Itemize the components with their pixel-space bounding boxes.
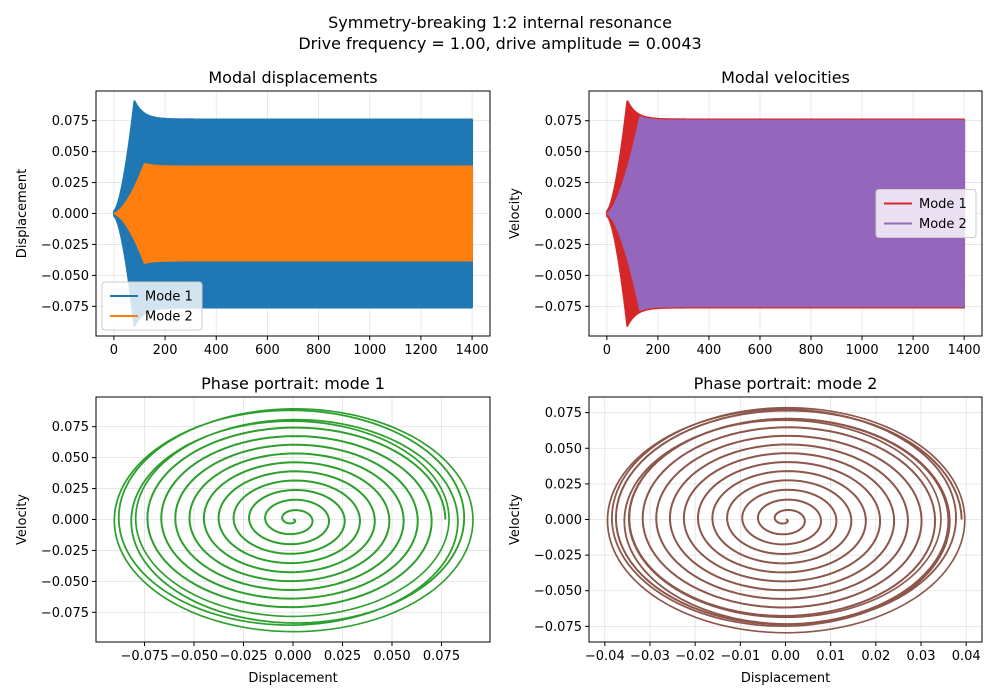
y-tick-label: 0.000 — [52, 207, 89, 222]
x-tick-label: 600 — [255, 343, 280, 358]
x-axis-label: Displacement — [248, 671, 337, 686]
legend-label: Mode 2 — [919, 217, 967, 232]
axes-modal-velocities: 0 200 400 600 800 1000 1200 1400 −0.075 −0.050 −0.… — [508, 68, 983, 358]
x-tick-label: 0.025 — [324, 649, 361, 664]
x-tick-label: −0.025 — [219, 649, 267, 664]
x-tick-label: 1400 — [456, 343, 489, 358]
x-axis-label: Displacement — [741, 671, 830, 686]
x-tick-label: −0.01 — [720, 649, 760, 664]
y-tick-label: 0.075 — [545, 406, 582, 421]
legend-box — [101, 281, 203, 331]
axes-phase-portrait-mode-1: −0.075 −0.050 −0.025 0.000 0.025 0.050 0.075−0… — [15, 374, 491, 686]
x-tick-label: 0 — [603, 343, 611, 358]
x-tick-label: 0.000 — [274, 649, 311, 664]
y-tick-label: −0.075 — [534, 300, 582, 315]
x-tick-label: 0.050 — [373, 649, 410, 664]
y-tick-label: 0.050 — [52, 451, 89, 466]
y-tick-label: 0.050 — [545, 442, 582, 457]
y-axis-label: Displacement — [15, 169, 30, 258]
axes-title: Modal displacements — [208, 68, 377, 87]
y-axis-label: Velocity — [508, 494, 523, 545]
x-tick-label: 600 — [748, 343, 773, 358]
series-line-2 — [113, 163, 474, 264]
y-tick-label: −0.075 — [41, 606, 89, 621]
y-tick-label: −0.025 — [534, 238, 582, 253]
y-tick-label: 0.000 — [545, 513, 582, 528]
x-tick-label: 1200 — [404, 343, 437, 358]
x-tick-label: 0.02 — [861, 649, 890, 664]
x-tick-label: −0.075 — [120, 649, 168, 664]
y-tick-label: −0.075 — [534, 620, 582, 635]
x-tick-label: −0.04 — [585, 649, 625, 664]
phase-spiral — [614, 409, 963, 626]
y-tick-label: −0.025 — [41, 544, 89, 559]
axes-phase-portrait-mode-2: −0.04 −0.03 −0.02 −0.01 0.00 0.01 0.02 0.03 0.04… — [508, 374, 983, 686]
y-tick-label: −0.025 — [534, 549, 582, 564]
y-tick-label: 0.025 — [52, 482, 89, 497]
y-tick-label: −0.050 — [41, 575, 89, 590]
y-tick-label: 0.050 — [545, 145, 582, 160]
series-line-2 — [606, 116, 966, 311]
axes-title: Phase portrait: mode 1 — [201, 374, 385, 393]
y-tick-label: −0.075 — [41, 300, 89, 315]
legend-label: Mode 2 — [145, 310, 193, 325]
legend-label: Mode 1 — [919, 197, 967, 212]
x-tick-label: 1000 — [846, 343, 879, 358]
x-tick-label: 0.01 — [816, 649, 845, 664]
suptitle-line-2: Drive frequency = 1.00, drive amplitude … — [298, 34, 701, 53]
legend: Mode 1 Mode 2 — [875, 189, 977, 238]
y-tick-label: 0.075 — [52, 420, 89, 435]
x-tick-label: −0.02 — [675, 649, 715, 664]
y-tick-label: −0.025 — [41, 238, 89, 253]
y-axis-label: Velocity — [15, 494, 30, 545]
axes-title: Modal velocities — [721, 68, 850, 87]
x-tick-label: 200 — [153, 343, 178, 358]
x-tick-label: 1000 — [353, 343, 386, 358]
x-tick-label: 800 — [306, 343, 331, 358]
y-tick-label: 0.075 — [545, 114, 582, 129]
legend-label: Mode 1 — [145, 290, 193, 305]
x-tick-label: 400 — [204, 343, 229, 358]
y-tick-label: 0.000 — [52, 513, 89, 528]
x-tick-label: 0.04 — [952, 649, 981, 664]
x-tick-label: 800 — [799, 343, 824, 358]
x-tick-label: −0.03 — [630, 649, 670, 664]
x-tick-label: 400 — [697, 343, 722, 358]
x-tick-label: −0.050 — [170, 649, 218, 664]
y-tick-label: 0.025 — [52, 176, 89, 191]
x-tick-label: 1200 — [897, 343, 930, 358]
suptitle-line-1: Symmetry-breaking 1:2 internal resonance — [328, 13, 672, 32]
legend: Mode 1 Mode 2 — [101, 281, 203, 331]
x-tick-label: 0.03 — [907, 649, 936, 664]
x-tick-label: 0 — [110, 343, 118, 358]
x-tick-label: 0.00 — [771, 649, 800, 664]
x-tick-label: 0.075 — [423, 649, 460, 664]
y-tick-label: −0.050 — [534, 584, 582, 599]
y-axis-label: Velocity — [508, 188, 523, 239]
legend-box — [875, 189, 977, 238]
y-tick-label: 0.025 — [545, 176, 582, 191]
axes-modal-displacements: 0 200 400 600 800 1000 1200 1400 −0.075 −0.050 −0.… — [15, 68, 491, 358]
limit-cycle-band — [113, 407, 474, 633]
y-tick-label: −0.050 — [41, 269, 89, 284]
x-tick-label: 1400 — [948, 343, 981, 358]
y-tick-label: −0.050 — [534, 269, 582, 284]
y-tick-label: 0.050 — [52, 145, 89, 160]
limit-cycle-band — [606, 406, 966, 634]
phase-spiral — [146, 426, 447, 609]
axes-title: Phase portrait: mode 2 — [694, 374, 878, 393]
y-tick-label: 0.000 — [545, 207, 582, 222]
x-tick-label: 200 — [645, 343, 670, 358]
y-tick-label: 0.075 — [52, 114, 89, 129]
y-tick-label: 0.025 — [545, 477, 582, 492]
